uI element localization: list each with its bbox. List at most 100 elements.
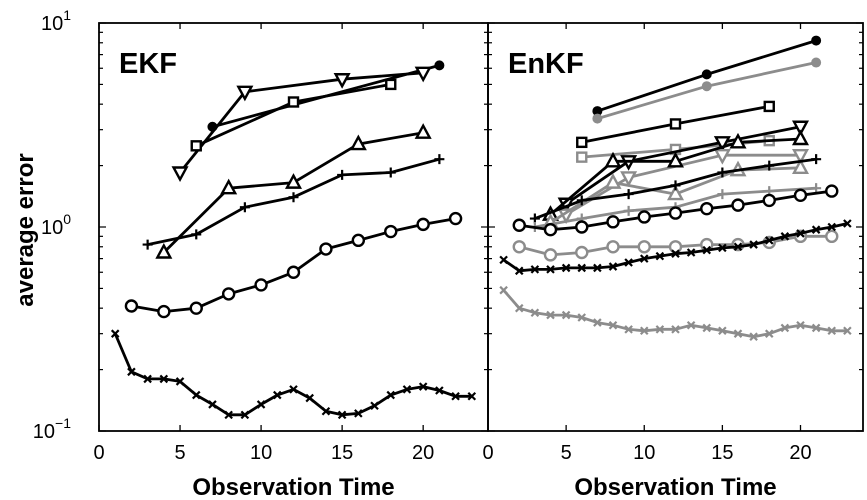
- x-tick-label: 5: [561, 442, 572, 464]
- data-point-x: [224, 410, 233, 420]
- data-point-circle-open: [286, 265, 301, 279]
- data-point-x: [780, 232, 790, 241]
- data-point-circle-open: [793, 188, 808, 203]
- data-point-x: [530, 265, 540, 274]
- data-point-square: [763, 100, 775, 113]
- x-tick-label: 15: [331, 442, 353, 464]
- data-point-plus: [385, 167, 396, 178]
- panel-right: 0 5 10 15 20 Observation Time EnKF: [482, 22, 864, 500]
- data-point-x: [143, 374, 152, 384]
- data-point-x: [256, 400, 266, 409]
- data-point-triangle-down: [791, 148, 810, 165]
- data-point-x: [370, 401, 379, 411]
- data-point-triangle-down: [333, 73, 351, 89]
- series-line: [512, 184, 839, 237]
- data-point-circle-open: [606, 215, 620, 229]
- data-point-x: [733, 329, 743, 338]
- series-line: [499, 285, 852, 341]
- data-point-x: [577, 313, 587, 322]
- series-line: [592, 57, 822, 124]
- data-point-triangle-up: [604, 173, 622, 189]
- series-path: [131, 217, 456, 314]
- data-point-triangle-up: [791, 129, 810, 146]
- data-point-x: [499, 255, 508, 265]
- data-point-x: [749, 240, 758, 249]
- data-point-x: [718, 326, 727, 336]
- data-point-x: [321, 406, 331, 416]
- data-point-plus: [529, 213, 540, 224]
- data-point-triangle-up: [666, 184, 685, 201]
- data-point-x: [686, 248, 696, 257]
- series-line: [155, 123, 432, 259]
- data-point-circle-filled: [592, 113, 603, 124]
- data-point-x: [639, 254, 649, 263]
- data-point-x: [749, 332, 758, 341]
- data-point-circle-filled: [701, 81, 712, 92]
- data-point-circle-open: [575, 245, 589, 260]
- data-point-x: [655, 251, 665, 261]
- data-point-circle-open: [637, 240, 651, 254]
- data-point-x: [827, 326, 837, 336]
- x-tick-label: 0: [482, 442, 493, 464]
- data-point-plus: [623, 205, 634, 216]
- data-point-x: [337, 410, 347, 420]
- data-point-x: [796, 229, 805, 238]
- data-point-triangle-down: [620, 171, 638, 187]
- data-point-triangle-up: [220, 178, 238, 195]
- data-point-x: [514, 266, 524, 276]
- data-point-plus: [142, 239, 153, 250]
- data-point-x: [289, 385, 298, 394]
- data-point-triangle-up: [604, 151, 622, 168]
- data-point-circle-open: [319, 242, 333, 256]
- data-point-plus: [811, 183, 822, 194]
- x-tick-label: 5: [174, 442, 185, 464]
- data-point-x: [110, 329, 120, 338]
- data-point-triangle-down: [791, 120, 810, 137]
- y-tick-label: 101: [41, 7, 71, 35]
- data-point-x: [827, 222, 837, 232]
- data-point-circle-open: [825, 184, 839, 198]
- y-tick-label: 10−1: [33, 415, 71, 443]
- data-point-x: [671, 325, 680, 334]
- data-point-circle-open: [762, 193, 776, 208]
- data-point-x: [764, 329, 774, 338]
- series-line: [576, 100, 775, 149]
- data-point-plus: [670, 180, 681, 191]
- series-line: [171, 66, 432, 183]
- data-point-triangle-up: [791, 158, 810, 175]
- data-point-circle-filled: [701, 69, 712, 80]
- data-point-x: [843, 219, 852, 228]
- data-point-plus: [239, 202, 250, 213]
- data-point-triangle-up: [155, 242, 173, 259]
- data-point-square: [576, 151, 588, 163]
- data-point-square: [576, 136, 588, 149]
- series-line: [529, 154, 822, 224]
- data-point-circle-filled: [434, 60, 445, 71]
- data-point-triangle-down: [236, 85, 254, 102]
- data-point-x: [593, 263, 602, 273]
- data-point-x: [418, 382, 428, 391]
- data-point-triangle-down: [713, 136, 731, 152]
- data-point-x: [305, 393, 314, 403]
- data-point-x: [718, 243, 727, 253]
- data-point-circle-open: [543, 222, 558, 237]
- data-point-x: [354, 409, 363, 418]
- data-point-x: [127, 367, 136, 377]
- series-line: [190, 78, 397, 152]
- data-point-x: [686, 320, 696, 330]
- data-point-square: [287, 96, 300, 108]
- data-point-circle-open: [606, 240, 620, 254]
- data-point-circle-open: [416, 217, 430, 232]
- data-point-circle-open: [700, 201, 714, 216]
- data-point-circle-open: [512, 218, 526, 232]
- data-point-x: [451, 391, 460, 401]
- data-point-plus: [623, 189, 634, 200]
- data-point-x: [240, 410, 250, 420]
- data-point-plus: [717, 189, 728, 200]
- x-tick-label: 15: [711, 442, 733, 464]
- data-point-x: [608, 320, 618, 330]
- data-point-circle-open: [512, 240, 526, 254]
- data-point-square: [385, 78, 397, 91]
- data-point-x: [843, 326, 852, 336]
- series-path: [113, 333, 472, 417]
